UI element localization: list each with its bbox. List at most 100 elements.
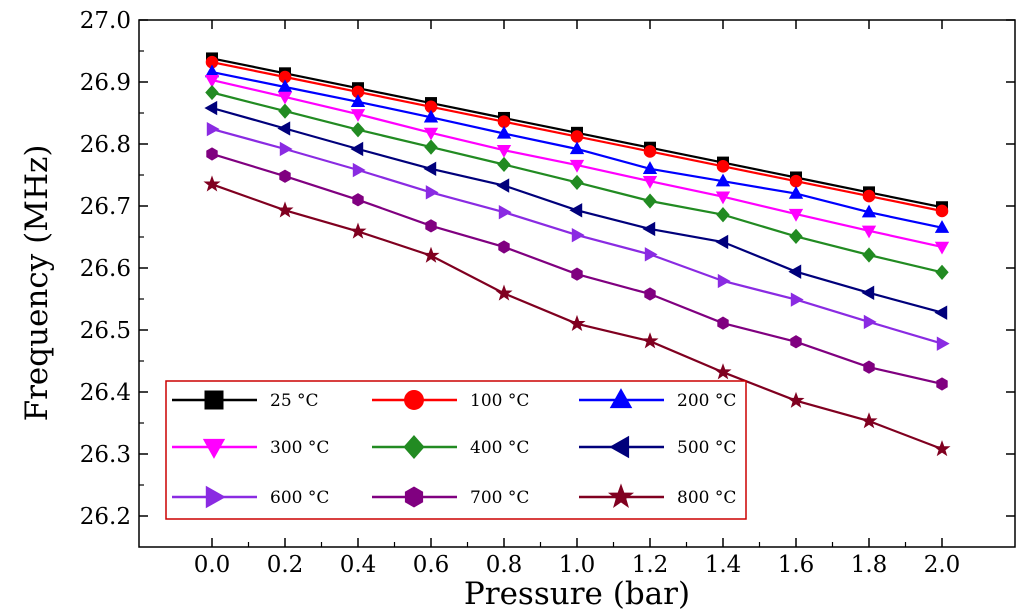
legend-frame [165, 380, 747, 520]
data-point [569, 141, 585, 155]
data-point [934, 241, 950, 255]
data-point [571, 267, 583, 281]
x-tick-label: 0.0 [194, 552, 231, 578]
y-tick-label: 26.2 [80, 504, 131, 530]
data-point [350, 141, 364, 157]
legend-marker [403, 435, 425, 460]
data-point [498, 240, 510, 254]
data-point [717, 316, 729, 330]
data-point [278, 103, 292, 119]
data-point [424, 139, 438, 155]
data-point [861, 204, 877, 218]
x-tick-label: 1.8 [851, 552, 888, 578]
data-point [349, 222, 367, 239]
data-point [933, 440, 951, 457]
data-point [495, 284, 513, 301]
x-axis: 0.0 0.2 0.4 0.6 0.8 1.0 1.2 1.4 1.6 1.8 2.0 [194, 20, 961, 578]
data-point [715, 234, 729, 250]
data-point [276, 201, 294, 218]
x-tick-label: 1.4 [705, 552, 742, 578]
legend-entry: 25 °C [172, 390, 319, 411]
y-tick-label: 26.3 [80, 442, 131, 468]
data-point [789, 228, 803, 245]
data-point [423, 161, 437, 176]
data-point [936, 377, 948, 391]
data-point [425, 219, 437, 233]
data-point [717, 273, 731, 289]
data-point [716, 207, 730, 223]
legend-entry: 500 °C [579, 435, 736, 459]
data-point [350, 94, 366, 107]
y-tick-label: 26.9 [80, 70, 131, 96]
data-point [204, 100, 218, 116]
data-point [863, 314, 877, 330]
data-point [641, 332, 659, 349]
y-tick-label: 26.6 [80, 256, 131, 282]
data-point [790, 292, 804, 307]
data-point [569, 203, 583, 218]
data-point [570, 130, 584, 143]
series-markers [203, 52, 951, 457]
x-tick-label: 2.0 [924, 552, 961, 578]
data-point [206, 147, 218, 161]
legend-marker [607, 483, 635, 509]
data-point [788, 185, 804, 199]
data-point [352, 162, 366, 178]
data-point [205, 84, 219, 101]
legend-entry: 100 °C [372, 390, 529, 411]
legend-label: 300 °C [270, 438, 329, 458]
data-point [571, 227, 585, 243]
data-point [715, 173, 731, 187]
data-point [716, 160, 730, 173]
legend-marker [404, 486, 424, 508]
legend-marker [204, 390, 224, 410]
data-point [496, 125, 512, 139]
legend: 25 °C 100 °C 200 °C 300 °C 400 °C 500 °C 600 °… [165, 380, 747, 520]
data-point [204, 75, 220, 88]
legend-label: 200 °C [677, 391, 736, 411]
data-point [790, 335, 802, 349]
data-point [642, 161, 658, 174]
data-point [714, 363, 732, 380]
legend-label: 400 °C [470, 438, 529, 458]
data-point [203, 175, 221, 192]
data-point [498, 205, 512, 220]
legend-entry: 300 °C [172, 438, 329, 459]
y-tick-label: 26.5 [80, 318, 131, 344]
x-tick-label: 0.8 [486, 552, 523, 578]
data-point [496, 178, 510, 193]
legend-marker [205, 485, 226, 509]
data-point [569, 159, 585, 173]
legend-label: 500 °C [677, 438, 736, 458]
data-point [423, 127, 439, 141]
data-point [935, 204, 949, 218]
legend-marker [404, 390, 424, 410]
y-tick-label: 26.8 [80, 132, 131, 158]
data-point [861, 285, 875, 300]
data-point [425, 185, 439, 200]
x-tick-label: 1.0 [559, 552, 596, 578]
y-axis: 26.2 26.3 26.4 26.5 26.6 26.7 26.8 26.9 27.0 [80, 8, 1015, 530]
legend-marker [609, 435, 630, 459]
data-point [787, 391, 805, 408]
data-point [788, 208, 804, 222]
data-point [277, 79, 293, 93]
legend-marker [202, 438, 226, 459]
data-point [789, 174, 803, 188]
x-axis-title: Pressure (bar) [464, 576, 690, 612]
data-point [277, 121, 291, 136]
data-point [279, 141, 293, 157]
y-tick-label: 27.0 [80, 8, 131, 34]
data-point [643, 193, 657, 209]
data-point [642, 176, 658, 189]
data-point [350, 109, 366, 122]
data-point [497, 156, 511, 173]
legend-label: 700 °C [470, 488, 529, 508]
data-point [570, 174, 584, 191]
data-point [788, 264, 802, 279]
data-point [279, 169, 291, 183]
data-point [936, 336, 950, 351]
data-point [206, 121, 220, 137]
legend-label: 600 °C [270, 488, 329, 508]
